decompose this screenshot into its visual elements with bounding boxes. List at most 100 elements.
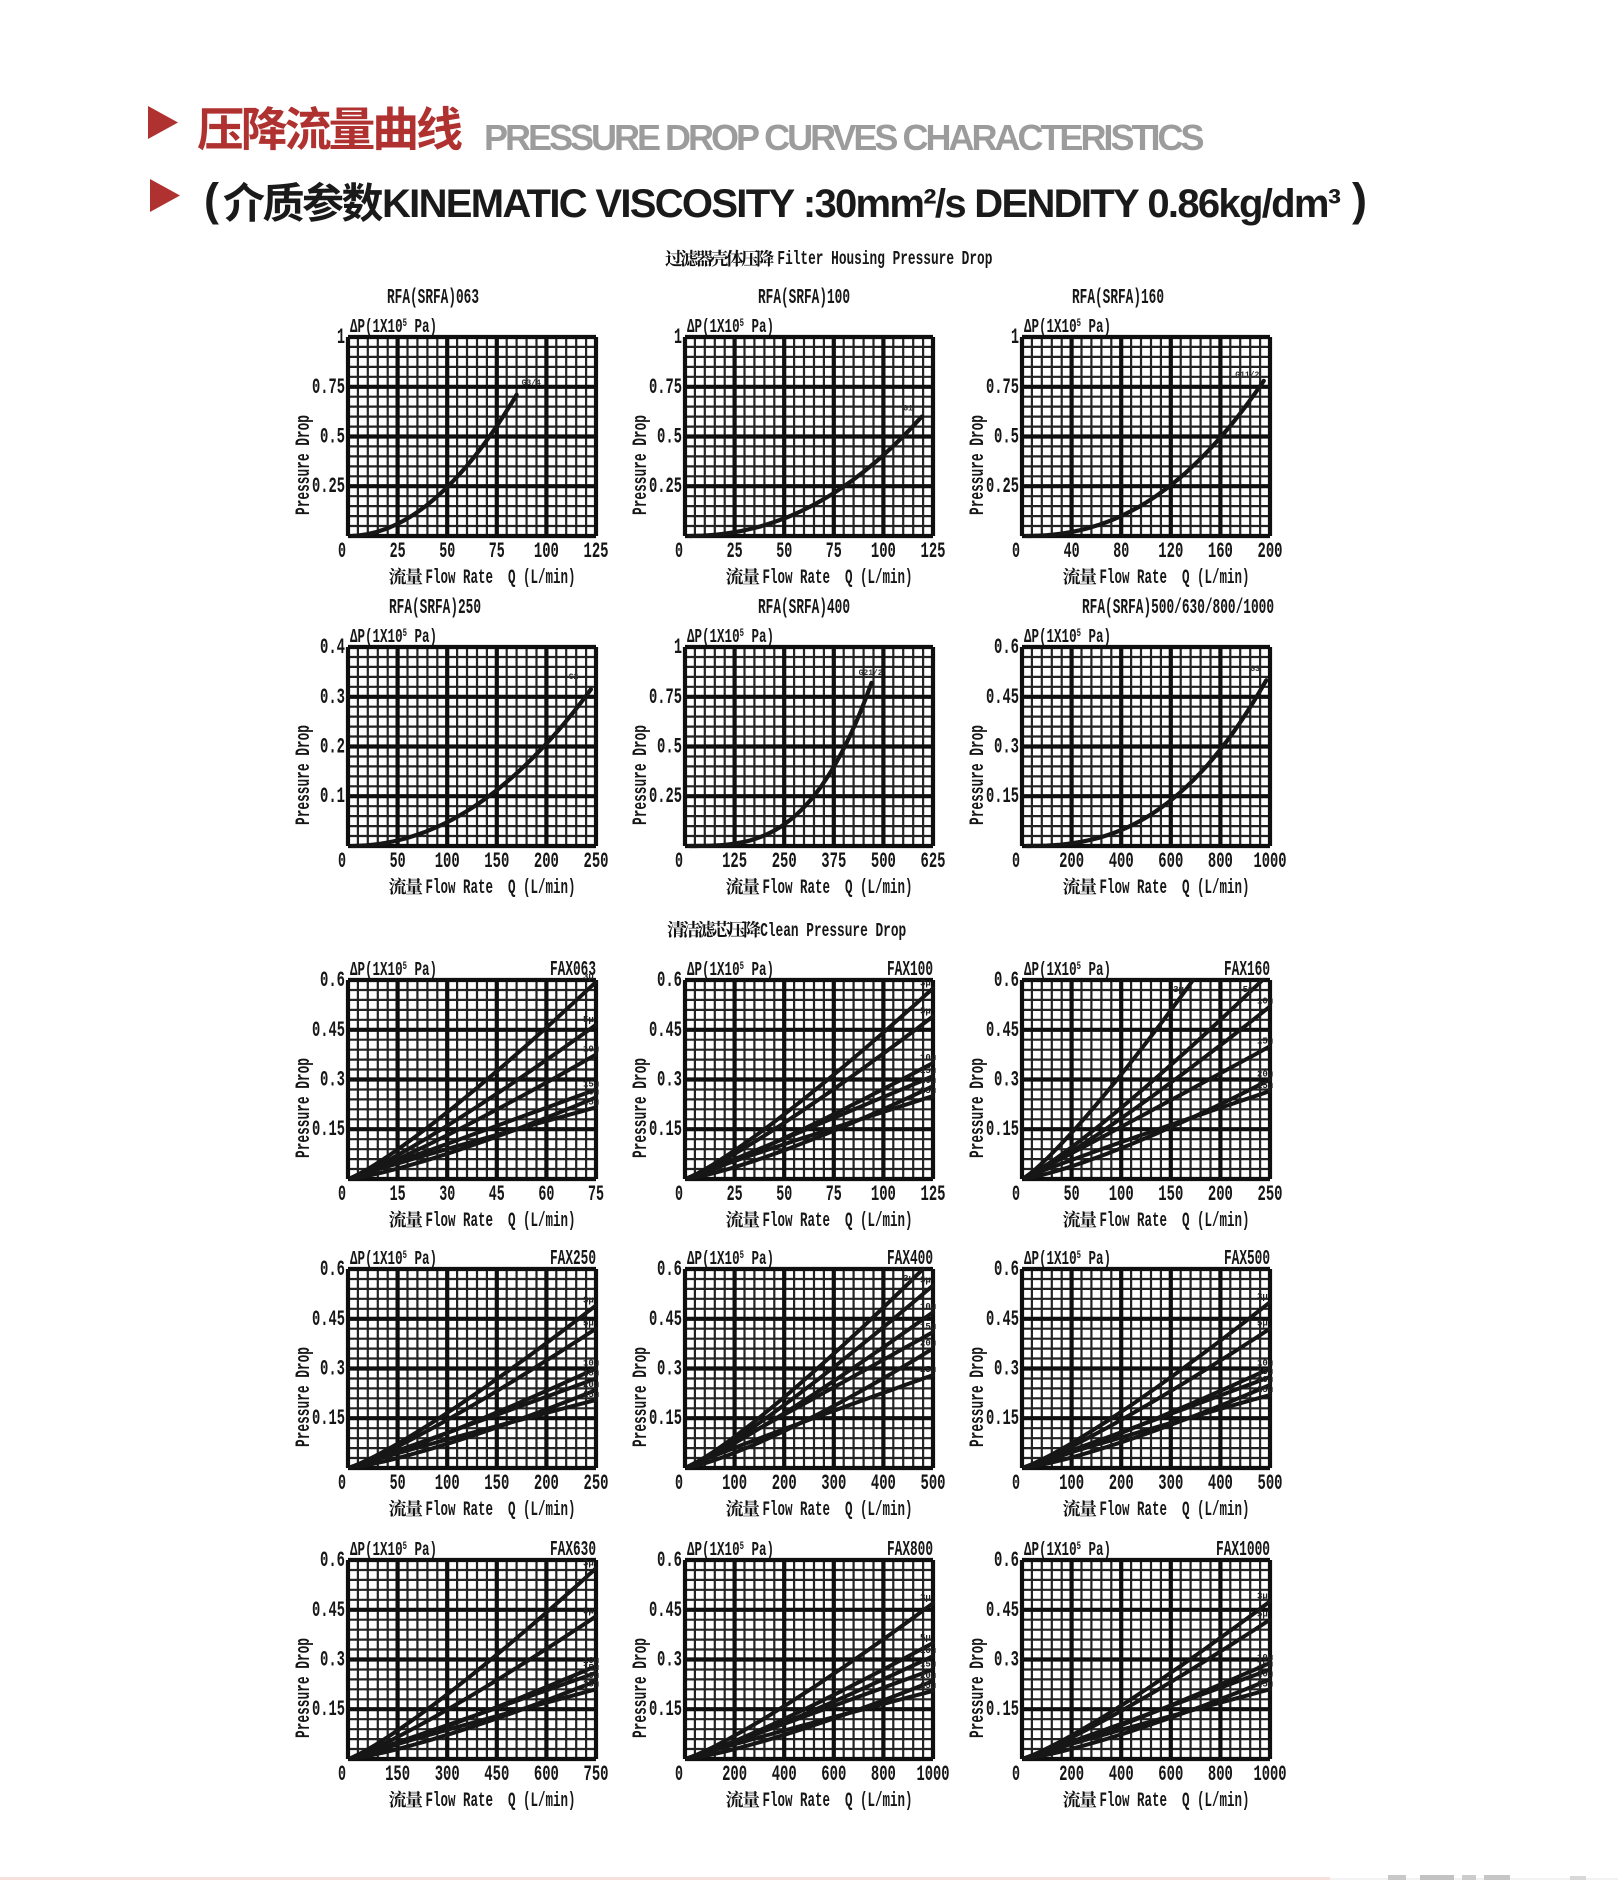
svg-text:160: 160: [1208, 539, 1233, 564]
svg-text:Pressure Drop: Pressure Drop: [630, 725, 653, 825]
svg-text:500: 500: [1258, 1471, 1283, 1496]
svg-text:200: 200: [534, 849, 559, 874]
svg-text:RFA(SRFA)500/630/800/1000: RFA(SRFA)500/630/800/1000: [1082, 597, 1274, 620]
svg-text:0.75: 0.75: [649, 685, 682, 710]
svg-text:120: 120: [1158, 539, 1183, 564]
svg-text:1: 1: [674, 635, 682, 660]
svg-text:0.45: 0.45: [986, 1598, 1019, 1623]
svg-text:20μ: 20μ: [920, 1339, 936, 1349]
svg-text:600: 600: [1158, 1762, 1183, 1787]
svg-text:0: 0: [338, 1471, 346, 1496]
svg-text:20μ: 20μ: [1257, 1669, 1273, 1679]
svg-text:25μ: 25μ: [1257, 1081, 1273, 1091]
svg-text:3μ: 3μ: [583, 1558, 594, 1568]
svg-text:100: 100: [871, 1182, 896, 1207]
svg-text:0: 0: [1012, 1471, 1020, 1496]
svg-text:ΔP(1X105 Pa): ΔP(1X105 Pa): [1024, 1539, 1111, 1561]
svg-text:15μ: 15μ: [1257, 1367, 1273, 1377]
svg-text:0.3: 0.3: [657, 1648, 682, 1673]
svg-text:800: 800: [1208, 849, 1233, 874]
svg-text:1: 1: [674, 325, 682, 350]
svg-text:G2: G2: [569, 673, 579, 682]
svg-text:0.15: 0.15: [312, 1697, 345, 1722]
svg-text:625: 625: [921, 849, 946, 874]
svg-text:Flow Rate Q (L/min): Flow Rate Q (L/min): [426, 1790, 576, 1813]
svg-text:10μ: 10μ: [1257, 997, 1273, 1007]
svg-text:25μ: 25μ: [920, 1086, 936, 1096]
svg-text:0.6: 0.6: [994, 635, 1019, 660]
svg-text:FAX250: FAX250: [550, 1248, 596, 1271]
svg-text:15μ: 15μ: [583, 1369, 599, 1379]
svg-text:20μ: 20μ: [1257, 1070, 1273, 1080]
svg-text:Pressure Drop: Pressure Drop: [630, 1058, 653, 1158]
svg-text:500: 500: [921, 1471, 946, 1496]
svg-text:ΔP(1X105 Pa): ΔP(1X105 Pa): [687, 1539, 774, 1561]
svg-text:5μ: 5μ: [920, 1276, 931, 1286]
svg-text:75: 75: [826, 539, 842, 564]
svg-text:150: 150: [385, 1762, 410, 1787]
svg-text:3μ: 3μ: [1257, 1292, 1268, 1302]
svg-text:ΔP(1X105 Pa): ΔP(1X105 Pa): [687, 316, 774, 338]
svg-text:400: 400: [871, 1471, 896, 1496]
svg-text:0.45: 0.45: [986, 685, 1019, 710]
svg-text:1: 1: [337, 325, 345, 350]
svg-text:800: 800: [1208, 1762, 1233, 1787]
svg-text:Pressure Drop: Pressure Drop: [967, 1347, 990, 1447]
svg-text:RFA(SRFA)100: RFA(SRFA)100: [758, 287, 850, 310]
svg-text:ΔP(1X105 Pa): ΔP(1X105 Pa): [687, 959, 774, 981]
svg-text:3μ: 3μ: [1173, 985, 1184, 995]
svg-text:5μ: 5μ: [920, 1006, 931, 1016]
svg-text:0.15: 0.15: [312, 1406, 345, 1431]
svg-text:G3/4: G3/4: [522, 379, 541, 388]
svg-text:600: 600: [1158, 849, 1183, 874]
svg-text:250: 250: [584, 849, 609, 874]
svg-text:5μ: 5μ: [1257, 1319, 1268, 1329]
svg-text:0.5: 0.5: [994, 425, 1019, 450]
svg-text:ΔP(1X105 Pa): ΔP(1X105 Pa): [1024, 1248, 1111, 1270]
svg-text:5μ: 5μ: [1257, 1610, 1268, 1620]
svg-text:(: (: [204, 174, 219, 225]
svg-text:800: 800: [871, 1762, 896, 1787]
svg-text:3μ: 3μ: [1257, 1591, 1268, 1601]
svg-text:0.3: 0.3: [994, 1648, 1019, 1673]
svg-text:G11/2: G11/2: [1235, 371, 1259, 380]
svg-text:50: 50: [439, 539, 455, 564]
svg-text:25μ: 25μ: [583, 1679, 599, 1689]
svg-text:25μ: 25μ: [583, 1097, 599, 1107]
svg-text:Pressure Drop: Pressure Drop: [967, 1638, 990, 1738]
svg-text:600: 600: [534, 1762, 559, 1787]
svg-text:Flow Rate Q (L/min): Flow Rate Q (L/min): [763, 1499, 913, 1522]
svg-text:0: 0: [338, 849, 346, 874]
svg-text:Flow Rate Q (L/min): Flow Rate Q (L/min): [1100, 1790, 1250, 1813]
svg-text:80: 80: [1113, 539, 1129, 564]
svg-text:0: 0: [675, 849, 683, 874]
svg-text:100: 100: [722, 1471, 747, 1496]
svg-text:25μ: 25μ: [920, 1681, 936, 1691]
svg-text:Flow Rate Q (L/min): Flow Rate Q (L/min): [426, 877, 576, 900]
svg-text:45: 45: [489, 1182, 505, 1207]
svg-text:400: 400: [1109, 1762, 1134, 1787]
svg-text:0.5: 0.5: [657, 425, 682, 450]
svg-text:75: 75: [826, 1182, 842, 1207]
svg-text:0.6: 0.6: [994, 968, 1019, 993]
svg-text:0: 0: [1012, 1182, 1020, 1207]
svg-text:0.3: 0.3: [320, 1357, 345, 1382]
svg-text:10μ: 10μ: [920, 1302, 936, 1312]
svg-text:100: 100: [1109, 1182, 1134, 1207]
svg-text:5μ: 5μ: [1243, 985, 1254, 995]
svg-text:0: 0: [1012, 539, 1020, 564]
svg-text:60: 60: [538, 1182, 554, 1207]
svg-text:500: 500: [871, 849, 896, 874]
svg-text:25: 25: [390, 539, 406, 564]
svg-text:Flow Rate Q (L/min): Flow Rate Q (L/min): [1100, 877, 1250, 900]
svg-text:0.1: 0.1: [320, 784, 345, 809]
svg-text:200: 200: [534, 1471, 559, 1496]
svg-text:3μ: 3μ: [920, 978, 931, 988]
svg-text:0.4: 0.4: [320, 635, 345, 660]
svg-text:0: 0: [338, 539, 346, 564]
svg-text:150: 150: [1158, 1182, 1183, 1207]
svg-text:25μ: 25μ: [583, 1390, 599, 1400]
svg-text:0.45: 0.45: [986, 1018, 1019, 1043]
svg-text:10μ: 10μ: [583, 1045, 599, 1055]
svg-text:0: 0: [675, 539, 683, 564]
